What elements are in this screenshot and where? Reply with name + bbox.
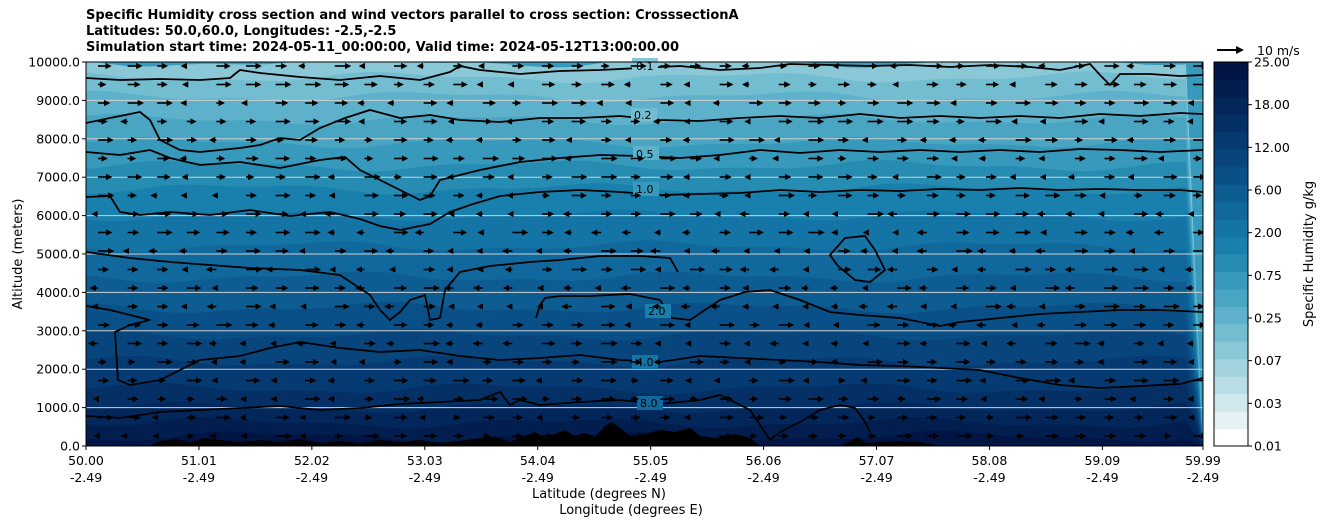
colorbar-tick-label: 0.25 xyxy=(1254,311,1282,326)
colorbar-segment xyxy=(1214,254,1248,272)
colorbar-segment xyxy=(1214,201,1248,220)
x-axis-label-longitude: Longitude (degrees E) xyxy=(559,503,703,518)
colorbar-segment xyxy=(1214,184,1248,203)
title-line-2: Latitudes: 50.0,60.0, Longitudes: -2.5,-… xyxy=(86,24,397,39)
contour-label-0.2: 0.2 xyxy=(634,109,652,122)
colorbar-segment xyxy=(1214,219,1248,238)
contour-label-1.0: 1.0 xyxy=(636,183,654,196)
y-tick-label: 9000.0 xyxy=(36,93,80,108)
colorbar-segment xyxy=(1214,411,1248,430)
y-tick-label: 4000.0 xyxy=(36,285,80,300)
colorbar-segment xyxy=(1214,96,1248,115)
colorbar-segment xyxy=(1214,149,1248,168)
colorbar-segment xyxy=(1214,166,1248,185)
quiver-key: 10 m/s xyxy=(1217,43,1300,58)
x-tick-label-lat: 58.08 xyxy=(972,453,1008,468)
wind-vectors xyxy=(87,62,1203,440)
colorbar-segment xyxy=(1214,428,1248,447)
humidity-contours xyxy=(86,63,1203,442)
colorbar-segment xyxy=(1214,288,1248,307)
colorbar-segment xyxy=(1214,358,1248,377)
x-tick-label-lon: -2.49 xyxy=(296,470,328,485)
x-tick-label-lon: -2.49 xyxy=(409,470,441,485)
chart-title: Specific Humidity cross section and wind… xyxy=(86,8,739,56)
x-tick-label-lat: 52.02 xyxy=(294,453,330,468)
colorbar-segment xyxy=(1214,376,1248,395)
colorbar-segment xyxy=(1214,393,1248,412)
x-tick-label-lat: 57.07 xyxy=(859,453,895,468)
x-tick-label-lat: 56.06 xyxy=(746,453,782,468)
y-tick-label: 7000.0 xyxy=(36,170,80,185)
title-line-3: Simulation start time: 2024-05-11_00:00:… xyxy=(86,40,679,55)
x-tick-label-lon: -2.49 xyxy=(634,470,666,485)
x-tick-label-lat: 53.03 xyxy=(407,453,443,468)
y-tick-label: 1000.0 xyxy=(36,400,80,415)
colorbar-tick-label: 18.00 xyxy=(1254,97,1290,112)
colorbar-segment xyxy=(1214,341,1248,360)
x-tick-label-lat: 51.01 xyxy=(181,453,217,468)
x-tick-label-lat: 54.04 xyxy=(520,453,556,468)
y-axis: 0.0 1000.0 2000.0 3000.0 4000.0 5000.0 6000.0 7… xyxy=(28,55,86,454)
colorbar-segment xyxy=(1214,79,1248,98)
contour-0.5 xyxy=(86,148,1203,201)
x-tick-label-lon: -2.49 xyxy=(522,470,554,485)
x-tick-label-lon: -2.49 xyxy=(973,470,1005,485)
colorbar-tick-label: 12.00 xyxy=(1254,140,1290,155)
y-tick-label: 3000.0 xyxy=(36,323,80,338)
x-axis-label-latitude: Latitude (degrees N) xyxy=(532,487,666,502)
horizontal-gridlines xyxy=(86,99,1203,409)
contour-8.0 xyxy=(86,390,871,442)
colorbar-tick-label: 0.07 xyxy=(1254,353,1282,368)
x-tick-label-lat: 59.99 xyxy=(1185,453,1221,468)
x-tick-label-lon: -2.49 xyxy=(183,470,215,485)
x-tick-label-lon: -2.49 xyxy=(70,470,102,485)
contour-0.2 xyxy=(86,109,1203,153)
colorbar-label: Specific Humidity g/kg xyxy=(1302,181,1317,327)
y-tick-label: 8000.0 xyxy=(36,131,80,146)
y-axis-label: Altitude (meters) xyxy=(11,199,26,310)
colorbar-tick-label: 2.00 xyxy=(1254,225,1282,240)
colorbar-segment xyxy=(1214,271,1248,290)
contour-1.0 xyxy=(86,187,1203,231)
colorbar-tick-label: 6.00 xyxy=(1254,183,1282,198)
contour-0.1 xyxy=(86,63,1203,87)
x-tick-label-lon: -2.49 xyxy=(1086,470,1118,485)
colorbar: 0.01 0.03 0.07 0.25 0.75 2.00 6.00 12.00 18.00 25… xyxy=(1213,55,1290,454)
title-line-1: Specific Humidity cross section and wind… xyxy=(86,8,739,23)
colorbar-segment xyxy=(1214,62,1248,80)
colorbar-segment xyxy=(1214,114,1248,133)
y-tick-label: 0.0 xyxy=(60,439,80,454)
colorbar-segment xyxy=(1214,323,1248,342)
y-tick-label: 10000.0 xyxy=(28,55,80,70)
colorbar-tick-label: 25.00 xyxy=(1254,55,1290,70)
x-axis: 50.00 -2.49 51.01 -2.49 52.02 -2.49 53.03 -2.49… xyxy=(68,446,1221,485)
colorbar-frame xyxy=(1213,61,1249,447)
y-tick-label: 5000.0 xyxy=(36,247,80,262)
x-tick-label-lat: 55.05 xyxy=(633,453,669,468)
colorbar-tick-label: 0.03 xyxy=(1254,396,1282,411)
contour-2.0-lower xyxy=(535,289,1203,327)
contour-label-8.0: 8.0 xyxy=(640,397,658,410)
colorbar-tick-label: 0.75 xyxy=(1254,268,1282,283)
x-tick-label-lat: 50.00 xyxy=(68,453,104,468)
contour-1.0-island xyxy=(828,235,887,283)
colorbar-segment xyxy=(1214,131,1248,150)
x-tick-label-lat: 59.09 xyxy=(1084,453,1120,468)
colorbar-tick-label: 0.01 xyxy=(1254,439,1282,454)
contour-2.0-upper xyxy=(86,251,679,322)
x-tick-label-lon: -2.49 xyxy=(860,470,892,485)
terrain xyxy=(150,422,940,446)
colorbar-segment xyxy=(1214,236,1248,255)
y-tick-label: 2000.0 xyxy=(36,362,80,377)
humidity-filled-bands xyxy=(86,62,1203,446)
colorbar-segment xyxy=(1214,306,1248,325)
quiver-key-label: 10 m/s xyxy=(1257,43,1300,58)
y-tick-label: 6000.0 xyxy=(36,208,80,223)
x-tick-label-lon: -2.49 xyxy=(747,470,779,485)
x-tick-label-lon: -2.49 xyxy=(1187,470,1219,485)
